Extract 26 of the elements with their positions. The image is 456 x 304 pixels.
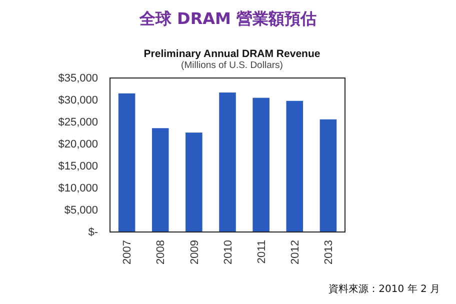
y-tick-label: $35,000 (58, 72, 98, 85)
y-tick-label: $20,000 (58, 138, 98, 151)
x-tick-label: 2011 (256, 240, 268, 264)
x-tick-label: 2009 (188, 240, 201, 264)
bar (118, 93, 136, 232)
bar (320, 119, 337, 232)
y-tick-label: $25,000 (58, 116, 98, 129)
chart-title: 全球 DRAM 營業額預估 (138, 9, 317, 28)
source-note: 資料來源：2010 年 2 月 (328, 283, 440, 295)
x-tick-label: 2007 (122, 240, 134, 264)
y-tick-label: $- (88, 226, 98, 239)
y-tick-label: $30,000 (58, 94, 98, 107)
x-tick-label: 2010 (222, 240, 234, 264)
bar (219, 92, 236, 232)
chart-subtitle: Preliminary Annual DRAM Revenue (144, 48, 320, 60)
x-tick-label: 2013 (323, 240, 336, 264)
y-axis-title: (Millions of U.S. Dollars) (181, 60, 283, 71)
y-tick-label: $10,000 (58, 182, 98, 195)
x-tick-label: 2012 (289, 240, 302, 264)
y-tick-label: $15,000 (58, 160, 98, 173)
x-tick-label: 2008 (155, 240, 168, 264)
bar (152, 128, 169, 232)
bar (286, 100, 304, 232)
y-tick-label: $5,000 (64, 204, 98, 217)
bar (186, 132, 202, 232)
bar (252, 98, 270, 232)
